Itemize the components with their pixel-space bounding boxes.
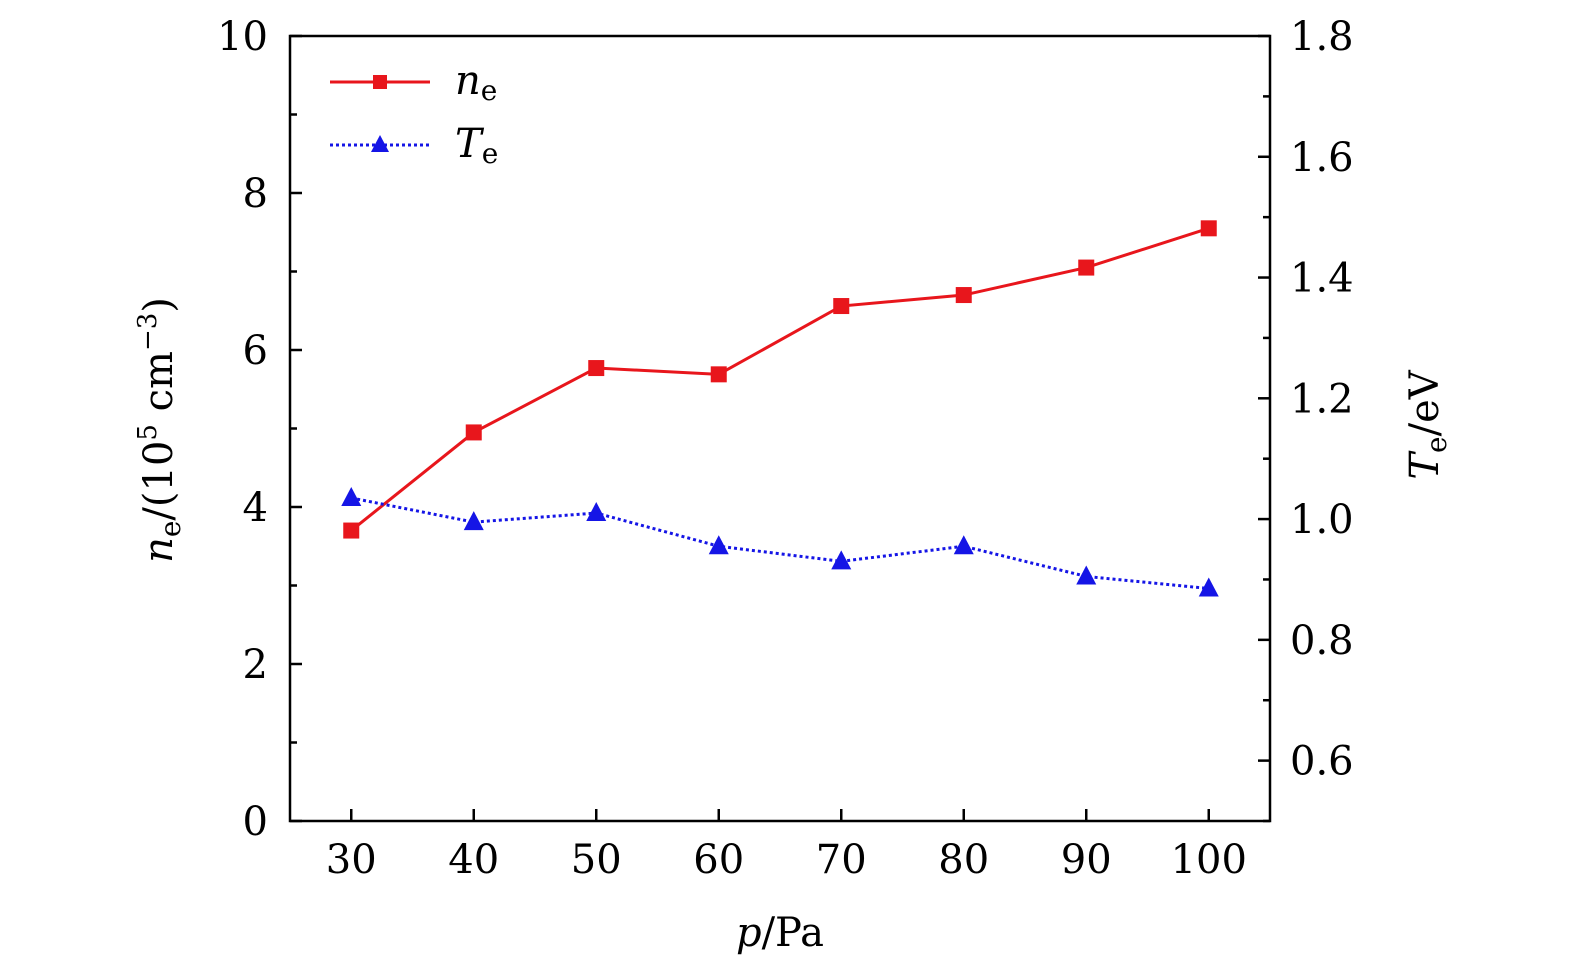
series-lines [350, 226, 1210, 591]
x-tick-label: 60 [693, 837, 744, 883]
y-axis-right-title: Te/eV [1402, 369, 1453, 479]
x-tick-label: 100 [1171, 837, 1247, 883]
point-Te [1198, 577, 1219, 597]
y-right-tick-label: 1.0 [1290, 497, 1354, 543]
point-ne [833, 298, 850, 315]
plot-frame [288, 34, 1272, 823]
y-axis-left-title: ne/(105 cm−3) [133, 297, 187, 563]
y-right-tick-label: 1.6 [1290, 135, 1354, 181]
y-right-tick-label: 0.6 [1290, 739, 1354, 785]
legend-label-ne: ne [455, 58, 497, 107]
y-right-tick-label: 0.8 [1290, 618, 1354, 664]
point-Te [831, 550, 852, 570]
point-Te [586, 502, 607, 522]
series-line-Te [350, 496, 1209, 591]
point-Te [708, 535, 729, 555]
point-ne [1078, 259, 1095, 276]
legend-marker-ne [373, 75, 387, 89]
x-tick-label: 40 [448, 837, 499, 883]
point-ne [465, 424, 482, 441]
y-left-tick-label: 0 [243, 799, 268, 845]
point-ne [588, 360, 605, 377]
y-right-tick-label: 1.8 [1290, 14, 1354, 60]
y-right-tick-label: 1.2 [1290, 376, 1354, 422]
x-tick-label: 50 [571, 837, 622, 883]
y-left-tick-label: 8 [243, 171, 268, 217]
y-left-tick-label: 2 [243, 642, 268, 688]
y-left-tick-label: 4 [243, 485, 268, 531]
legend-label-te: Te [455, 121, 498, 170]
x-tick-label: 30 [326, 837, 377, 883]
x-tick-label: 80 [938, 837, 989, 883]
point-ne [955, 287, 972, 304]
x-tick-label: 70 [816, 837, 867, 883]
legend: ne Te [330, 58, 498, 170]
x-tick-label: 90 [1061, 837, 1112, 883]
point-Te [463, 511, 484, 531]
series-markers [341, 220, 1219, 597]
legend-marker-te [371, 135, 389, 152]
tick-labels: 30 40 50 60 70 80 90 100 0 2 4 6 8 10 0.6 0.8 1.0 1.2 1.4 1… [217, 14, 1354, 883]
y-left-tick-label: 6 [243, 328, 268, 374]
series-line-ne [350, 226, 1210, 532]
axis-ticks [290, 34, 1270, 823]
y-right-tick-label: 1.4 [1290, 256, 1354, 302]
point-Te [953, 535, 974, 555]
point-Te [1076, 565, 1097, 585]
point-ne [343, 522, 360, 539]
point-ne [1200, 220, 1217, 237]
point-Te [341, 486, 362, 506]
x-axis-title: p/Pa [736, 910, 824, 956]
point-ne [710, 366, 727, 383]
y-left-tick-label: 10 [217, 14, 268, 60]
